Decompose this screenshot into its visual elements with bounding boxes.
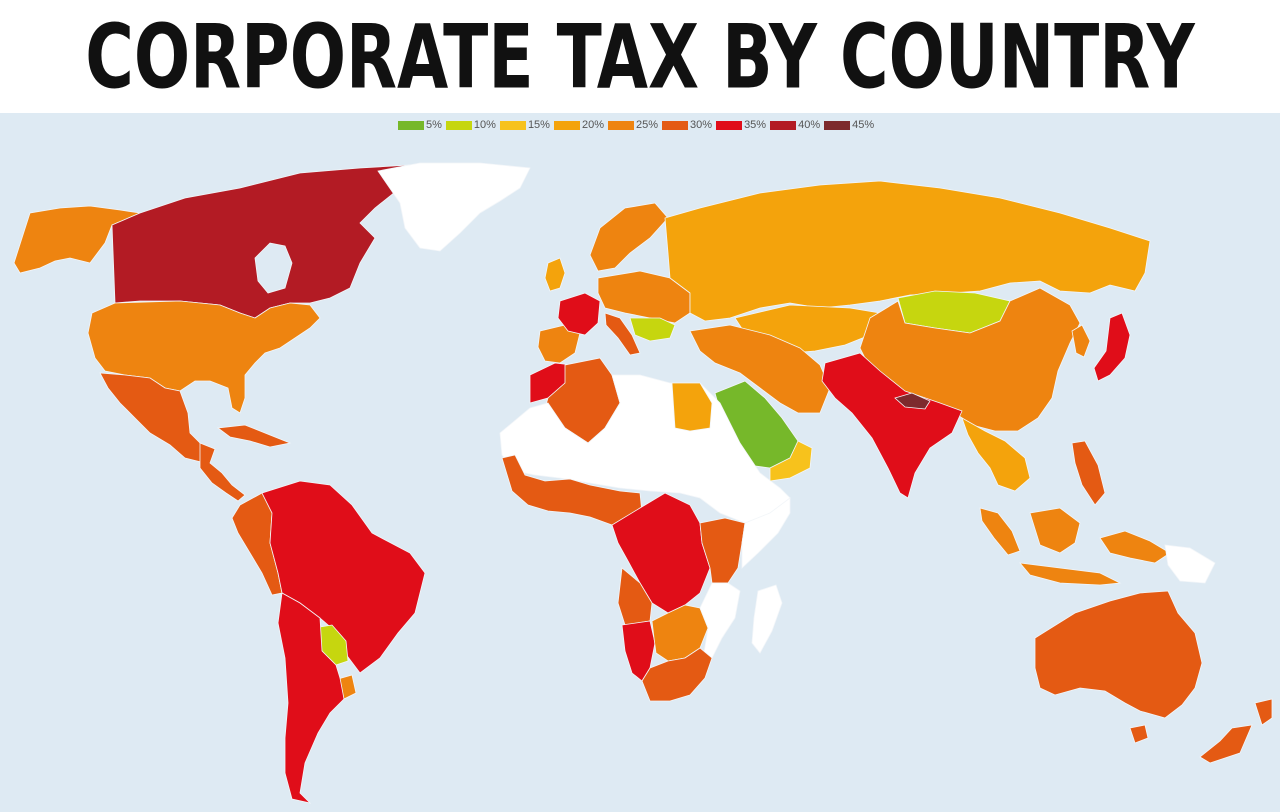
region-middle-east [689, 324, 831, 414]
legend-swatch [499, 120, 526, 130]
region-south-africa [641, 647, 713, 702]
legend-item-25: 25% [608, 119, 658, 131]
region-horn-of-africa [741, 497, 791, 569]
legend-item-40: 40% [770, 119, 820, 131]
region-mexico [99, 372, 213, 464]
region-russia [664, 180, 1151, 322]
region-malaysia [979, 507, 1021, 556]
region-nepal [894, 392, 931, 410]
region-oman-yemen [769, 440, 813, 482]
legend-label: 20% [581, 119, 604, 131]
region-central-america [199, 442, 246, 502]
region-france [557, 292, 601, 336]
region-new-zealand [1199, 698, 1273, 764]
legend-label: 5% [426, 119, 442, 131]
region-tasmania [1129, 724, 1149, 744]
region-canada [111, 164, 411, 319]
world-map: 5% 10% 15% 20% 25% 30% [0, 113, 1280, 812]
legend-item-20: 20% [553, 119, 604, 131]
map-svg [13, 162, 1273, 804]
legend-label: 45% [852, 119, 875, 131]
page-title: CORPORATE TAX BY COUNTRY [85, 5, 1195, 108]
legend-item-35: 35% [716, 119, 766, 131]
region-caribbean [216, 424, 292, 448]
region-indonesia [1019, 507, 1171, 586]
region-greenland [377, 162, 531, 252]
region-egypt [671, 382, 713, 432]
region-uk [544, 257, 566, 292]
legend-swatch [553, 120, 580, 130]
legend-label: 40% [798, 119, 821, 131]
region-scandinavia [589, 202, 669, 272]
region-madagascar [751, 584, 783, 654]
region-central-europe [597, 270, 691, 324]
legend-swatch [716, 120, 743, 130]
legend-item-15: 15% [499, 119, 550, 131]
legend-label: 35% [744, 119, 767, 131]
legend-item-5: 5% [398, 119, 442, 131]
legend-swatch [824, 120, 851, 130]
legend-label: 30% [690, 119, 713, 131]
legend-label: 25% [636, 119, 659, 131]
legend-swatch [662, 120, 689, 130]
region-hudson-bay [254, 242, 293, 294]
region-central-africa [611, 492, 711, 614]
region-east-africa [699, 517, 746, 584]
region-sahara [499, 374, 791, 524]
legend-item-45: 45% [824, 119, 874, 131]
region-southeast-asia [961, 417, 1031, 492]
region-japan [1093, 312, 1131, 382]
region-southern-cone [277, 592, 345, 804]
region-papua [1164, 544, 1216, 584]
region-korea [1071, 324, 1091, 358]
region-philippines [1071, 440, 1106, 506]
legend-swatch [770, 120, 797, 130]
region-mozambique [699, 582, 741, 659]
region-alaska [13, 205, 142, 274]
legend-item-10: 10% [445, 119, 496, 131]
legend-label: 10% [473, 119, 496, 131]
legend-swatch [445, 120, 472, 130]
region-australia [1034, 590, 1203, 719]
region-balkans [629, 317, 676, 342]
region-brazil [261, 480, 426, 674]
legend: 5% 10% 15% 20% 25% 30% [398, 119, 878, 131]
region-italy [604, 312, 641, 356]
region-india-pakistan [821, 352, 963, 499]
legend-label: 15% [527, 119, 550, 131]
header: CORPORATE TAX BY COUNTRY [0, 0, 1280, 113]
legend-swatch [608, 120, 634, 130]
legend-item-30: 30% [662, 119, 712, 131]
legend-swatch [398, 120, 424, 130]
